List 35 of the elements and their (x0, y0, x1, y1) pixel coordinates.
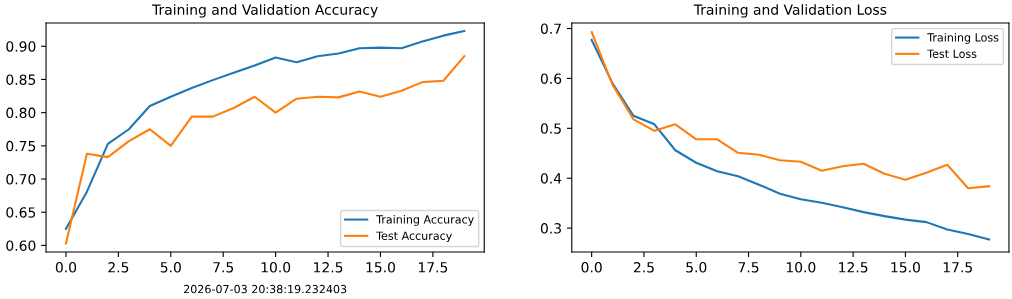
y-tick-label: 0.80 (6, 107, 36, 119)
y-tick-label: 0.3 (540, 223, 561, 234)
x-tick-label: 10.0 (261, 262, 291, 273)
x-tick-label: 2.5 (108, 262, 129, 273)
legend-label: Training Accuracy (376, 214, 474, 226)
x-tick-label: 15.0 (366, 262, 395, 273)
chart-title: Training and Validation Loss (693, 4, 887, 18)
x-tick-label: 7.5 (738, 262, 759, 273)
legend-label: Test Loss (927, 49, 977, 58)
x-tick-label: 10.0 (786, 262, 816, 273)
text: 2026-07-03 20:38:19.232403 (183, 284, 347, 294)
x-tick-label: 5.0 (160, 262, 181, 273)
y-tick-label: 0.65 (6, 207, 36, 218)
x-tick-label: 17.5 (943, 262, 972, 273)
y-tick-label: 0.7 (540, 23, 561, 34)
x-tick-label: 12.5 (314, 262, 343, 273)
x-tick-label: 0.0 (55, 262, 77, 273)
x-tick-label: 15.0 (891, 262, 920, 273)
chart-title: Training and Validation Accuracy (152, 4, 378, 18)
y-tick-label: 0.6 (540, 73, 562, 84)
x-tick-label: 7.5 (213, 262, 234, 273)
y-tick-label: 0.60 (6, 240, 36, 251)
y-tick-label: 0.5 (540, 123, 561, 134)
y-tick-label: 0.75 (6, 140, 36, 152)
x-tick-label: 17.5 (418, 262, 448, 273)
y-tick-label: 0.4 (540, 173, 562, 184)
x-tick-label: 12.5 (839, 262, 868, 273)
y-tick-label: 0.85 (6, 74, 36, 85)
legend-label: Training Loss (927, 33, 999, 44)
x-tick-label: 0.0 (581, 262, 602, 273)
x-tick-label: 2.5 (633, 262, 654, 273)
x-tick-label: 5.0 (686, 262, 707, 273)
y-tick-label: 0.70 (6, 174, 36, 185)
legend-label: Test Accuracy (376, 231, 452, 243)
y-tick-label: 0.90 (6, 41, 36, 52)
